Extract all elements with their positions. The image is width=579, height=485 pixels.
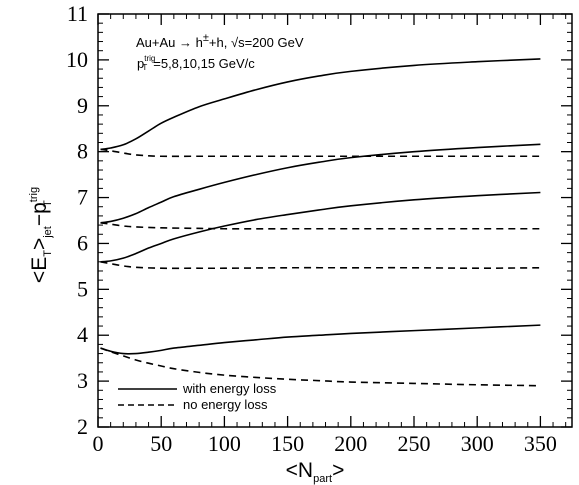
x-tick-label: 350 (524, 431, 557, 456)
x-tick-label: 200 (334, 431, 367, 456)
y-tick-label: 5 (77, 276, 88, 301)
y-tick-label: 3 (77, 368, 88, 393)
y-tick-label: 2 (77, 414, 88, 439)
with-energy-loss-curve-6 (100, 324, 541, 355)
series-lines (100, 58, 541, 387)
legend-label-with-energy-loss: with energy loss (182, 381, 277, 396)
reaction-annotation: Au+Au → h±+h, √s=200 GeV (136, 32, 304, 50)
tick-labels: 0 50 100 150 200 250 300 350 2 3 4 5 6 7 8 9 10 11 (66, 1, 557, 456)
y-tick-label: 7 (77, 185, 88, 210)
y-tick-label: 6 (77, 230, 88, 255)
no-energy-loss-curve-3 (100, 221, 541, 230)
x-tick-label: 250 (398, 431, 431, 456)
no-energy-loss-curve-7 (100, 347, 541, 387)
y-tick-label: 9 (77, 93, 88, 118)
with-energy-loss-curve-2 (100, 143, 541, 224)
axis-ticks (97, 13, 572, 428)
x-tick-label: 0 (93, 431, 104, 456)
plot-frame (97, 13, 573, 428)
y-tick-label: 11 (67, 1, 88, 26)
no-energy-loss-curve-1 (100, 148, 541, 158)
y-axis-label: <ET>jet−ptrigT (28, 187, 54, 283)
with-energy-loss-curve-4 (100, 191, 541, 263)
x-axis-label: <Npart> (286, 459, 345, 485)
no-energy-loss-curve-5 (100, 261, 541, 270)
x-tick-label: 100 (208, 431, 241, 456)
x-tick-label: 150 (271, 431, 304, 456)
x-tick-label: 300 (461, 431, 494, 456)
y-tick-label: 8 (77, 139, 88, 164)
y-tick-label: 10 (66, 47, 88, 72)
pt-trigger-annotation: ptrig T =5,8,10,15 GeV/c (137, 54, 255, 72)
with-energy-loss-curve-0 (100, 58, 541, 151)
plot-border (97, 13, 573, 428)
x-tick-label: 50 (150, 431, 172, 456)
legend-label-no-energy-loss: no energy loss (183, 397, 268, 412)
y-tick-label: 4 (77, 322, 88, 347)
legend: with energy loss no energy loss (118, 381, 277, 412)
